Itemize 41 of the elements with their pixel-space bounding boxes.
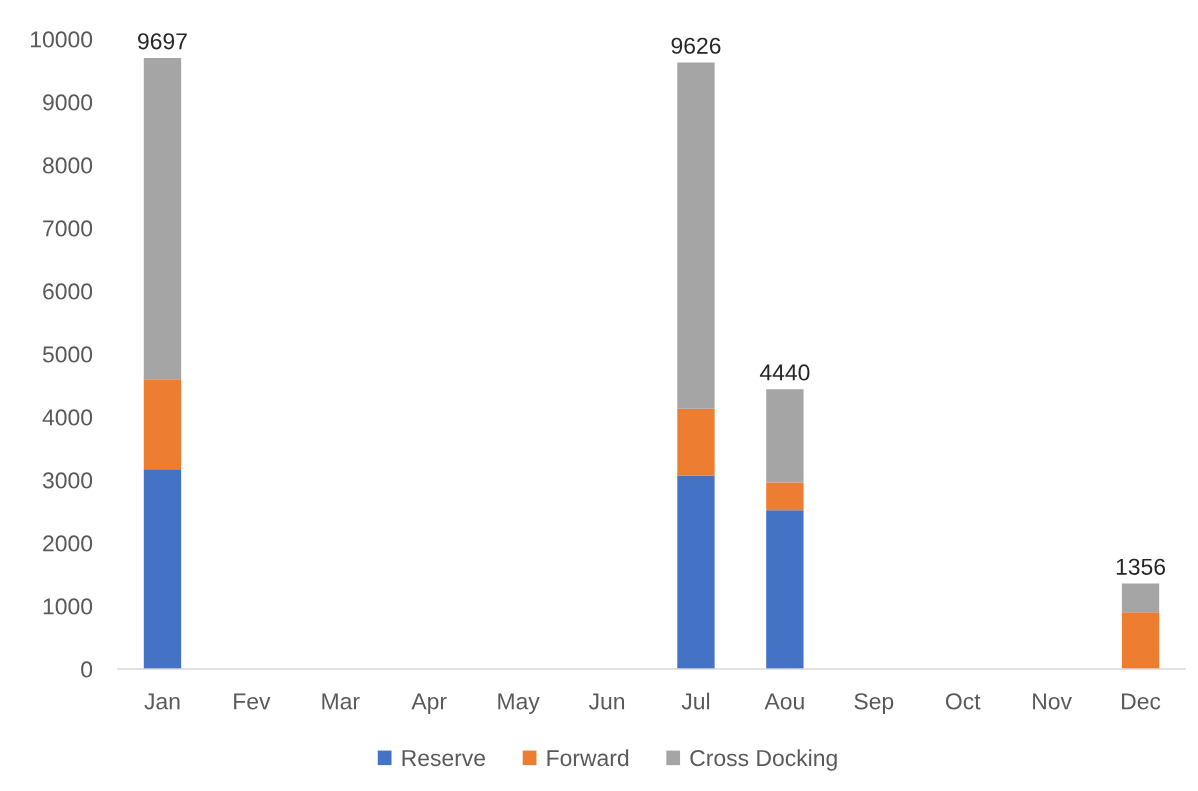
y-tick-label: 5000	[42, 346, 93, 363]
x-tick-label: Jun	[588, 693, 625, 710]
legend-label: Reserve	[402, 750, 486, 767]
y-tick-label: 9000	[43, 94, 93, 111]
x-tick-label: Aou	[764, 693, 804, 710]
bar	[677, 475, 715, 669]
bar	[143, 58, 182, 380]
total-label: 4440	[759, 364, 810, 381]
bar	[766, 510, 804, 669]
bar	[766, 389, 804, 483]
x-tick-label: Jul	[681, 692, 710, 710]
y-tick-label: 2000	[43, 535, 93, 552]
bar	[143, 469, 182, 669]
bar	[677, 408, 715, 476]
x-tick-label: Jan	[144, 693, 180, 710]
bar	[1121, 583, 1160, 613]
y-tick-label: 4000	[42, 409, 93, 426]
y-tick-label: 1000	[43, 598, 93, 615]
y-tick-label: 6000	[43, 283, 93, 300]
x-tick-label: Fev	[234, 693, 271, 710]
bar	[1121, 612, 1160, 669]
x-tick-label: Sep	[854, 693, 894, 714]
y-tick-label: 7000	[43, 220, 93, 237]
x-tick-label: Oct	[945, 693, 981, 710]
total-label: 9697	[138, 33, 187, 50]
y-tick-label: 10000	[31, 31, 93, 48]
bar	[143, 379, 182, 470]
total-label: 1356	[1116, 558, 1166, 575]
y-tick-label: 8000	[43, 157, 93, 174]
x-tick-label: May	[498, 693, 540, 714]
y-tick-label: 0	[81, 661, 93, 678]
total-label: 9626	[671, 37, 721, 54]
bar	[677, 62, 715, 409]
y-tick-label: 3000	[42, 472, 93, 489]
legend-label: Forward	[547, 749, 629, 767]
legend-label: Cross Docking	[690, 749, 837, 771]
x-tick-label: Apr	[411, 693, 447, 714]
bar	[766, 482, 804, 511]
x-tick-label: Mar	[322, 693, 360, 710]
x-tick-label: Nov	[1033, 693, 1072, 710]
x-tick-label: Dec	[1122, 693, 1161, 710]
